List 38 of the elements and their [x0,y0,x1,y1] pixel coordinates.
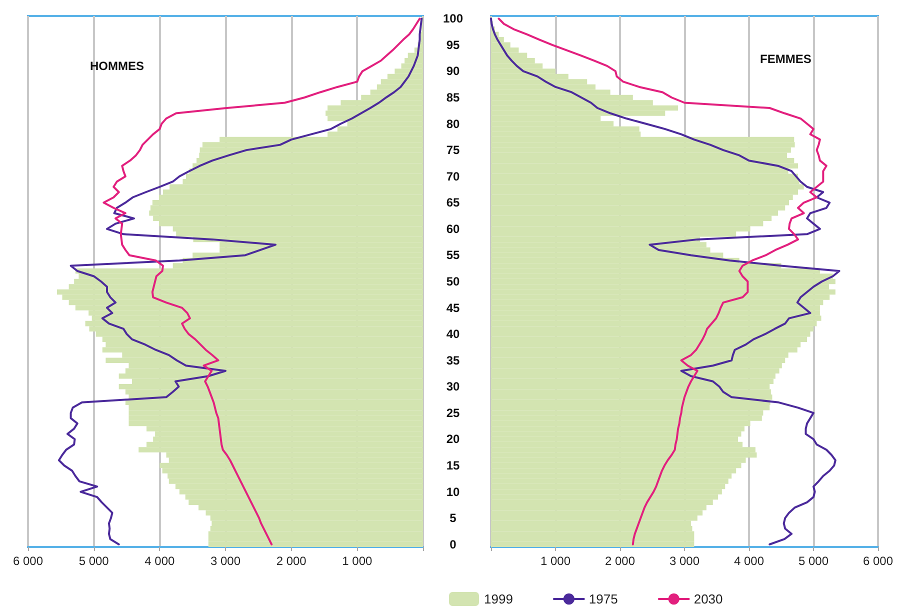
y-tick-label: 20 [446,432,460,446]
y-tick-label: 0 [450,537,457,552]
x-tick-label: 4 000 [734,554,764,568]
x-tick-label: 4 000 [144,554,176,568]
x-tick-label: 5 000 [798,554,829,568]
y-tick-label: 50 [446,274,460,288]
y-tick-label: 60 [446,222,460,236]
legend-label: 1999 [484,592,513,606]
x-tick-label: 2 000 [604,554,636,568]
x-tick-label: 2 000 [276,554,307,568]
y-tick-label: 65 [446,196,460,210]
y-tick-label: 10 [446,484,460,499]
y-tick-label: 55 [446,248,460,262]
y-tick-label: 15 [446,458,460,473]
y-tick-label: 100 [442,12,464,26]
legend-label: 1975 [588,592,618,606]
x-tick-label: 5 000 [78,554,110,568]
y-tick-label: 30 [446,380,460,394]
text: HOMMES [90,59,144,73]
y-tick-label: 95 [446,38,460,52]
x-tick-label: 3 000 [210,554,241,568]
text: FEMMES [760,52,812,66]
legend-label: 2030 [694,592,723,606]
x-tick-label: 6 000 [862,554,894,568]
y-tick-label: 85 [446,90,460,104]
y-tick-label: 25 [446,406,460,420]
y-tick-label: 45 [446,300,460,315]
y-tick-label: 80 [446,116,460,131]
y-tick-label: 35 [446,353,460,368]
x-tick-label: 1 000 [540,554,571,568]
x-tick-label: 6 000 [12,554,44,568]
y-tick-label: 70 [446,169,460,184]
y-tick-label: 75 [446,143,460,158]
x-tick-label: 3 000 [669,554,700,568]
x-tick-label: 1 000 [342,554,373,568]
y-tick-label: 40 [446,327,460,342]
y-tick-label: 5 [450,511,457,526]
y-tick-label: 90 [446,64,460,78]
